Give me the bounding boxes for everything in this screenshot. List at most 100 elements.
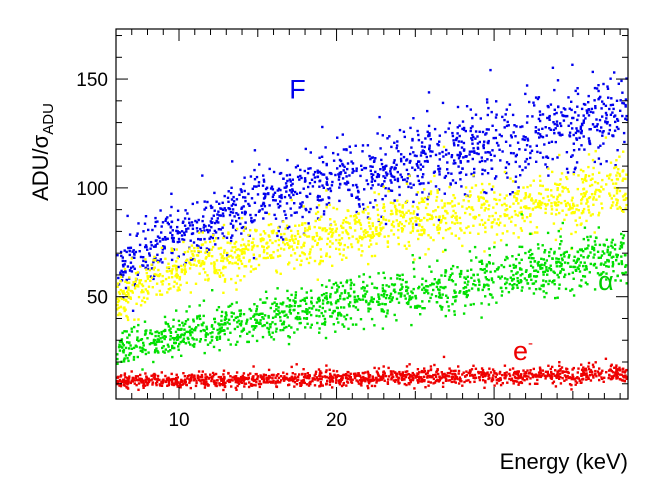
data-point bbox=[601, 377, 604, 380]
data-point bbox=[549, 103, 553, 106]
data-point bbox=[215, 336, 218, 339]
data-point bbox=[596, 370, 600, 373]
data-point bbox=[438, 158, 441, 161]
data-point bbox=[192, 338, 195, 341]
data-point bbox=[173, 337, 177, 340]
data-point bbox=[555, 257, 558, 260]
data-point bbox=[141, 368, 144, 371]
data-point bbox=[484, 381, 487, 384]
data-point bbox=[338, 379, 341, 382]
data-point bbox=[218, 337, 222, 340]
data-point bbox=[618, 377, 621, 381]
data-point bbox=[175, 336, 179, 339]
data-point bbox=[210, 325, 214, 328]
data-point bbox=[441, 385, 445, 388]
data-point bbox=[407, 209, 410, 212]
data-point bbox=[341, 231, 344, 234]
data-point bbox=[528, 100, 531, 104]
data-point bbox=[188, 378, 192, 381]
data-point bbox=[614, 164, 617, 167]
data-point bbox=[499, 221, 502, 224]
data-point bbox=[490, 110, 493, 114]
data-point bbox=[153, 274, 156, 277]
data-point bbox=[547, 141, 551, 144]
data-point bbox=[176, 225, 179, 229]
data-point bbox=[224, 266, 227, 269]
data-point bbox=[438, 170, 441, 173]
data-point bbox=[122, 360, 126, 363]
data-point bbox=[322, 292, 326, 296]
data-point bbox=[372, 206, 375, 209]
data-point bbox=[429, 368, 433, 371]
data-point bbox=[375, 229, 378, 232]
data-point bbox=[517, 373, 520, 377]
data-point bbox=[449, 372, 452, 375]
data-point bbox=[350, 245, 354, 249]
data-point bbox=[146, 297, 149, 300]
data-point bbox=[173, 377, 176, 381]
data-point bbox=[469, 374, 472, 377]
data-point bbox=[357, 239, 360, 242]
data-point bbox=[433, 174, 436, 178]
data-point bbox=[591, 245, 594, 249]
data-point bbox=[364, 299, 368, 303]
data-point bbox=[396, 273, 399, 277]
data-point bbox=[468, 231, 472, 234]
data-point bbox=[442, 155, 445, 158]
data-point bbox=[566, 114, 569, 118]
data-point bbox=[335, 317, 339, 320]
data-point bbox=[325, 176, 328, 179]
data-point bbox=[253, 326, 257, 330]
data-point bbox=[585, 375, 588, 379]
data-point bbox=[532, 282, 536, 285]
data-point bbox=[247, 192, 250, 196]
data-point bbox=[536, 243, 540, 246]
data-point bbox=[305, 317, 309, 320]
data-point bbox=[550, 208, 554, 211]
data-point bbox=[279, 319, 282, 322]
data-point bbox=[234, 245, 237, 249]
data-point bbox=[557, 131, 560, 135]
data-point bbox=[625, 118, 629, 121]
data-point bbox=[320, 294, 324, 297]
data-point bbox=[178, 278, 181, 281]
data-point bbox=[483, 191, 486, 194]
data-point bbox=[466, 275, 469, 278]
data-point bbox=[619, 99, 622, 102]
data-point bbox=[442, 216, 445, 220]
data-point bbox=[161, 379, 164, 382]
data-point bbox=[615, 364, 618, 367]
data-point bbox=[505, 124, 509, 128]
data-point bbox=[471, 208, 475, 212]
data-point bbox=[482, 143, 485, 146]
data-point bbox=[525, 157, 529, 161]
data-point bbox=[610, 370, 614, 373]
data-point bbox=[598, 243, 602, 247]
data-point bbox=[377, 183, 380, 186]
data-point bbox=[264, 195, 267, 198]
data-point bbox=[403, 135, 406, 139]
data-point bbox=[271, 195, 275, 199]
data-point bbox=[567, 272, 571, 276]
data-point bbox=[193, 250, 196, 253]
data-point bbox=[389, 295, 392, 298]
data-point bbox=[303, 229, 307, 233]
data-point bbox=[261, 312, 264, 315]
data-point bbox=[291, 189, 294, 192]
data-point bbox=[118, 292, 122, 295]
data-point bbox=[154, 334, 157, 338]
data-point bbox=[438, 288, 441, 292]
data-point bbox=[186, 375, 190, 378]
data-point bbox=[210, 226, 213, 229]
data-point bbox=[485, 269, 488, 273]
data-point bbox=[163, 236, 167, 239]
data-point bbox=[606, 120, 609, 124]
data-point bbox=[563, 379, 566, 382]
data-point bbox=[151, 383, 154, 386]
data-point bbox=[189, 331, 192, 335]
data-point bbox=[432, 373, 435, 377]
data-point bbox=[342, 325, 346, 328]
data-point bbox=[332, 369, 335, 373]
data-point bbox=[475, 152, 479, 155]
data-point bbox=[513, 375, 517, 379]
